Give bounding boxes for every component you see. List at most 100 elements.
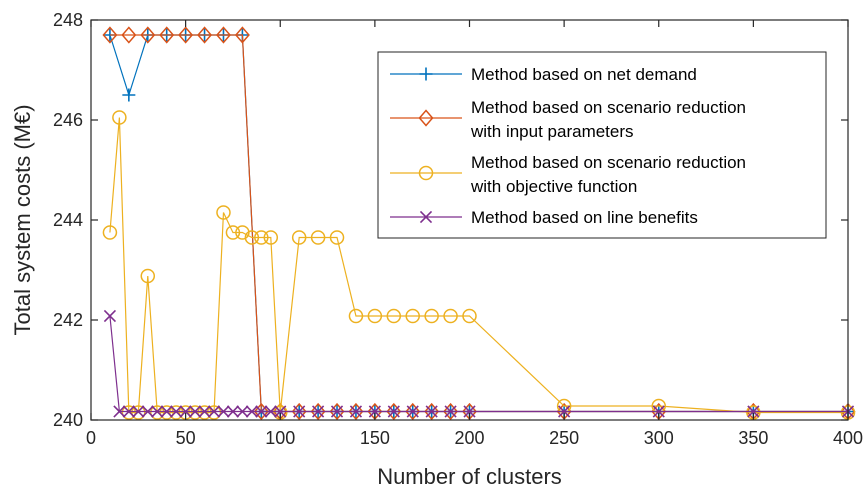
data-point bbox=[131, 405, 146, 420]
legend-label: Method based on line benefits bbox=[471, 208, 698, 227]
legend: Method based on net demand Method based o… bbox=[377, 51, 827, 239]
data-point bbox=[236, 405, 249, 418]
data-point bbox=[349, 405, 363, 418]
data-point bbox=[160, 405, 173, 418]
data-point bbox=[291, 402, 307, 421]
data-point bbox=[245, 405, 258, 418]
data-point bbox=[159, 26, 175, 44]
data-point bbox=[216, 205, 231, 220]
x-tick-label: 200 bbox=[454, 428, 484, 448]
legend-label-line: Method based on scenario reduction bbox=[471, 153, 746, 172]
legend-entry-2: Method based on scenario reduction with i… bbox=[390, 98, 746, 141]
data-point bbox=[291, 230, 307, 245]
data-point bbox=[443, 308, 458, 324]
data-point bbox=[168, 405, 184, 420]
x-tick-label: 250 bbox=[549, 428, 579, 448]
data-point bbox=[188, 405, 202, 418]
legend-marker bbox=[419, 67, 433, 81]
data-point bbox=[113, 405, 126, 418]
legend-label-line: with objective function bbox=[470, 177, 637, 196]
data-point bbox=[274, 405, 287, 418]
data-point bbox=[329, 230, 345, 245]
data-point bbox=[387, 405, 400, 418]
x-axis-label: Number of clusters bbox=[377, 464, 562, 489]
data-point bbox=[178, 26, 194, 44]
x-tick-label: 100 bbox=[265, 428, 295, 448]
data-point bbox=[405, 308, 420, 324]
series-4 bbox=[103, 309, 855, 418]
data-point bbox=[747, 405, 760, 418]
data-point bbox=[310, 402, 326, 421]
data-point bbox=[293, 405, 306, 418]
data-point bbox=[225, 225, 241, 240]
data-point bbox=[187, 405, 203, 420]
data-point bbox=[207, 405, 221, 418]
data-point bbox=[254, 230, 269, 245]
legend-marker bbox=[418, 109, 434, 127]
data-point bbox=[121, 26, 137, 44]
data-point bbox=[151, 405, 164, 418]
data-point bbox=[463, 405, 476, 418]
legend-entry-3: Method based on scenario reduction with o… bbox=[390, 153, 746, 196]
axis-ticks: 0 50 100 150 200 250 300 350 400 240 242 244 246 248 bbox=[53, 10, 863, 448]
data-point bbox=[179, 405, 192, 418]
data-point bbox=[170, 405, 183, 418]
data-point bbox=[386, 308, 402, 324]
y-tick-label: 244 bbox=[53, 210, 83, 230]
series-3 bbox=[102, 110, 856, 420]
legend-marker bbox=[419, 210, 433, 224]
y-tick-label: 240 bbox=[53, 410, 83, 430]
data-point bbox=[424, 308, 439, 324]
y-axis-label: Total system costs (M€) bbox=[10, 104, 35, 335]
data-point bbox=[112, 110, 127, 125]
data-point bbox=[558, 405, 571, 418]
data-point bbox=[424, 402, 440, 421]
data-point bbox=[121, 405, 137, 420]
data-point bbox=[140, 26, 156, 44]
series-layer bbox=[102, 26, 856, 421]
data-point bbox=[140, 268, 156, 284]
data-point bbox=[348, 308, 364, 324]
data-point bbox=[443, 402, 459, 421]
data-point bbox=[102, 225, 118, 240]
data-point bbox=[197, 405, 212, 420]
data-point bbox=[462, 308, 477, 324]
data-point bbox=[263, 230, 279, 245]
x-tick-label: 0 bbox=[86, 428, 96, 448]
x-tick-label: 400 bbox=[833, 428, 863, 448]
data-point bbox=[217, 405, 230, 418]
data-point bbox=[255, 405, 268, 418]
data-point bbox=[103, 309, 117, 323]
y-tick-label: 246 bbox=[53, 110, 83, 130]
legend-label-line: with input parameters bbox=[470, 122, 634, 141]
legend-entry-1: Method based on net demand bbox=[390, 65, 697, 84]
data-point bbox=[102, 26, 118, 44]
data-point bbox=[367, 308, 383, 324]
data-point bbox=[206, 405, 222, 420]
data-point bbox=[368, 405, 381, 418]
data-point bbox=[310, 230, 326, 245]
data-point bbox=[149, 405, 165, 420]
x-tick-label: 50 bbox=[176, 428, 196, 448]
y-tick-label: 248 bbox=[53, 10, 83, 30]
data-point bbox=[244, 230, 260, 245]
data-point bbox=[122, 405, 135, 418]
data-point bbox=[312, 405, 325, 418]
data-point bbox=[264, 405, 277, 418]
data-point bbox=[141, 405, 154, 418]
data-point bbox=[215, 26, 231, 44]
y-tick-label: 242 bbox=[53, 310, 83, 330]
legend-marker bbox=[418, 165, 434, 181]
legend-entry-4: Method based on line benefits bbox=[390, 208, 698, 227]
data-point bbox=[132, 405, 145, 418]
data-point bbox=[198, 405, 211, 418]
x-tick-label: 350 bbox=[738, 428, 768, 448]
legend-box bbox=[377, 51, 827, 239]
data-point bbox=[234, 26, 250, 44]
x-tick-label: 300 bbox=[644, 428, 674, 448]
data-point bbox=[197, 26, 213, 44]
data-point bbox=[386, 402, 402, 421]
data-point bbox=[329, 402, 345, 421]
data-point bbox=[330, 405, 344, 418]
